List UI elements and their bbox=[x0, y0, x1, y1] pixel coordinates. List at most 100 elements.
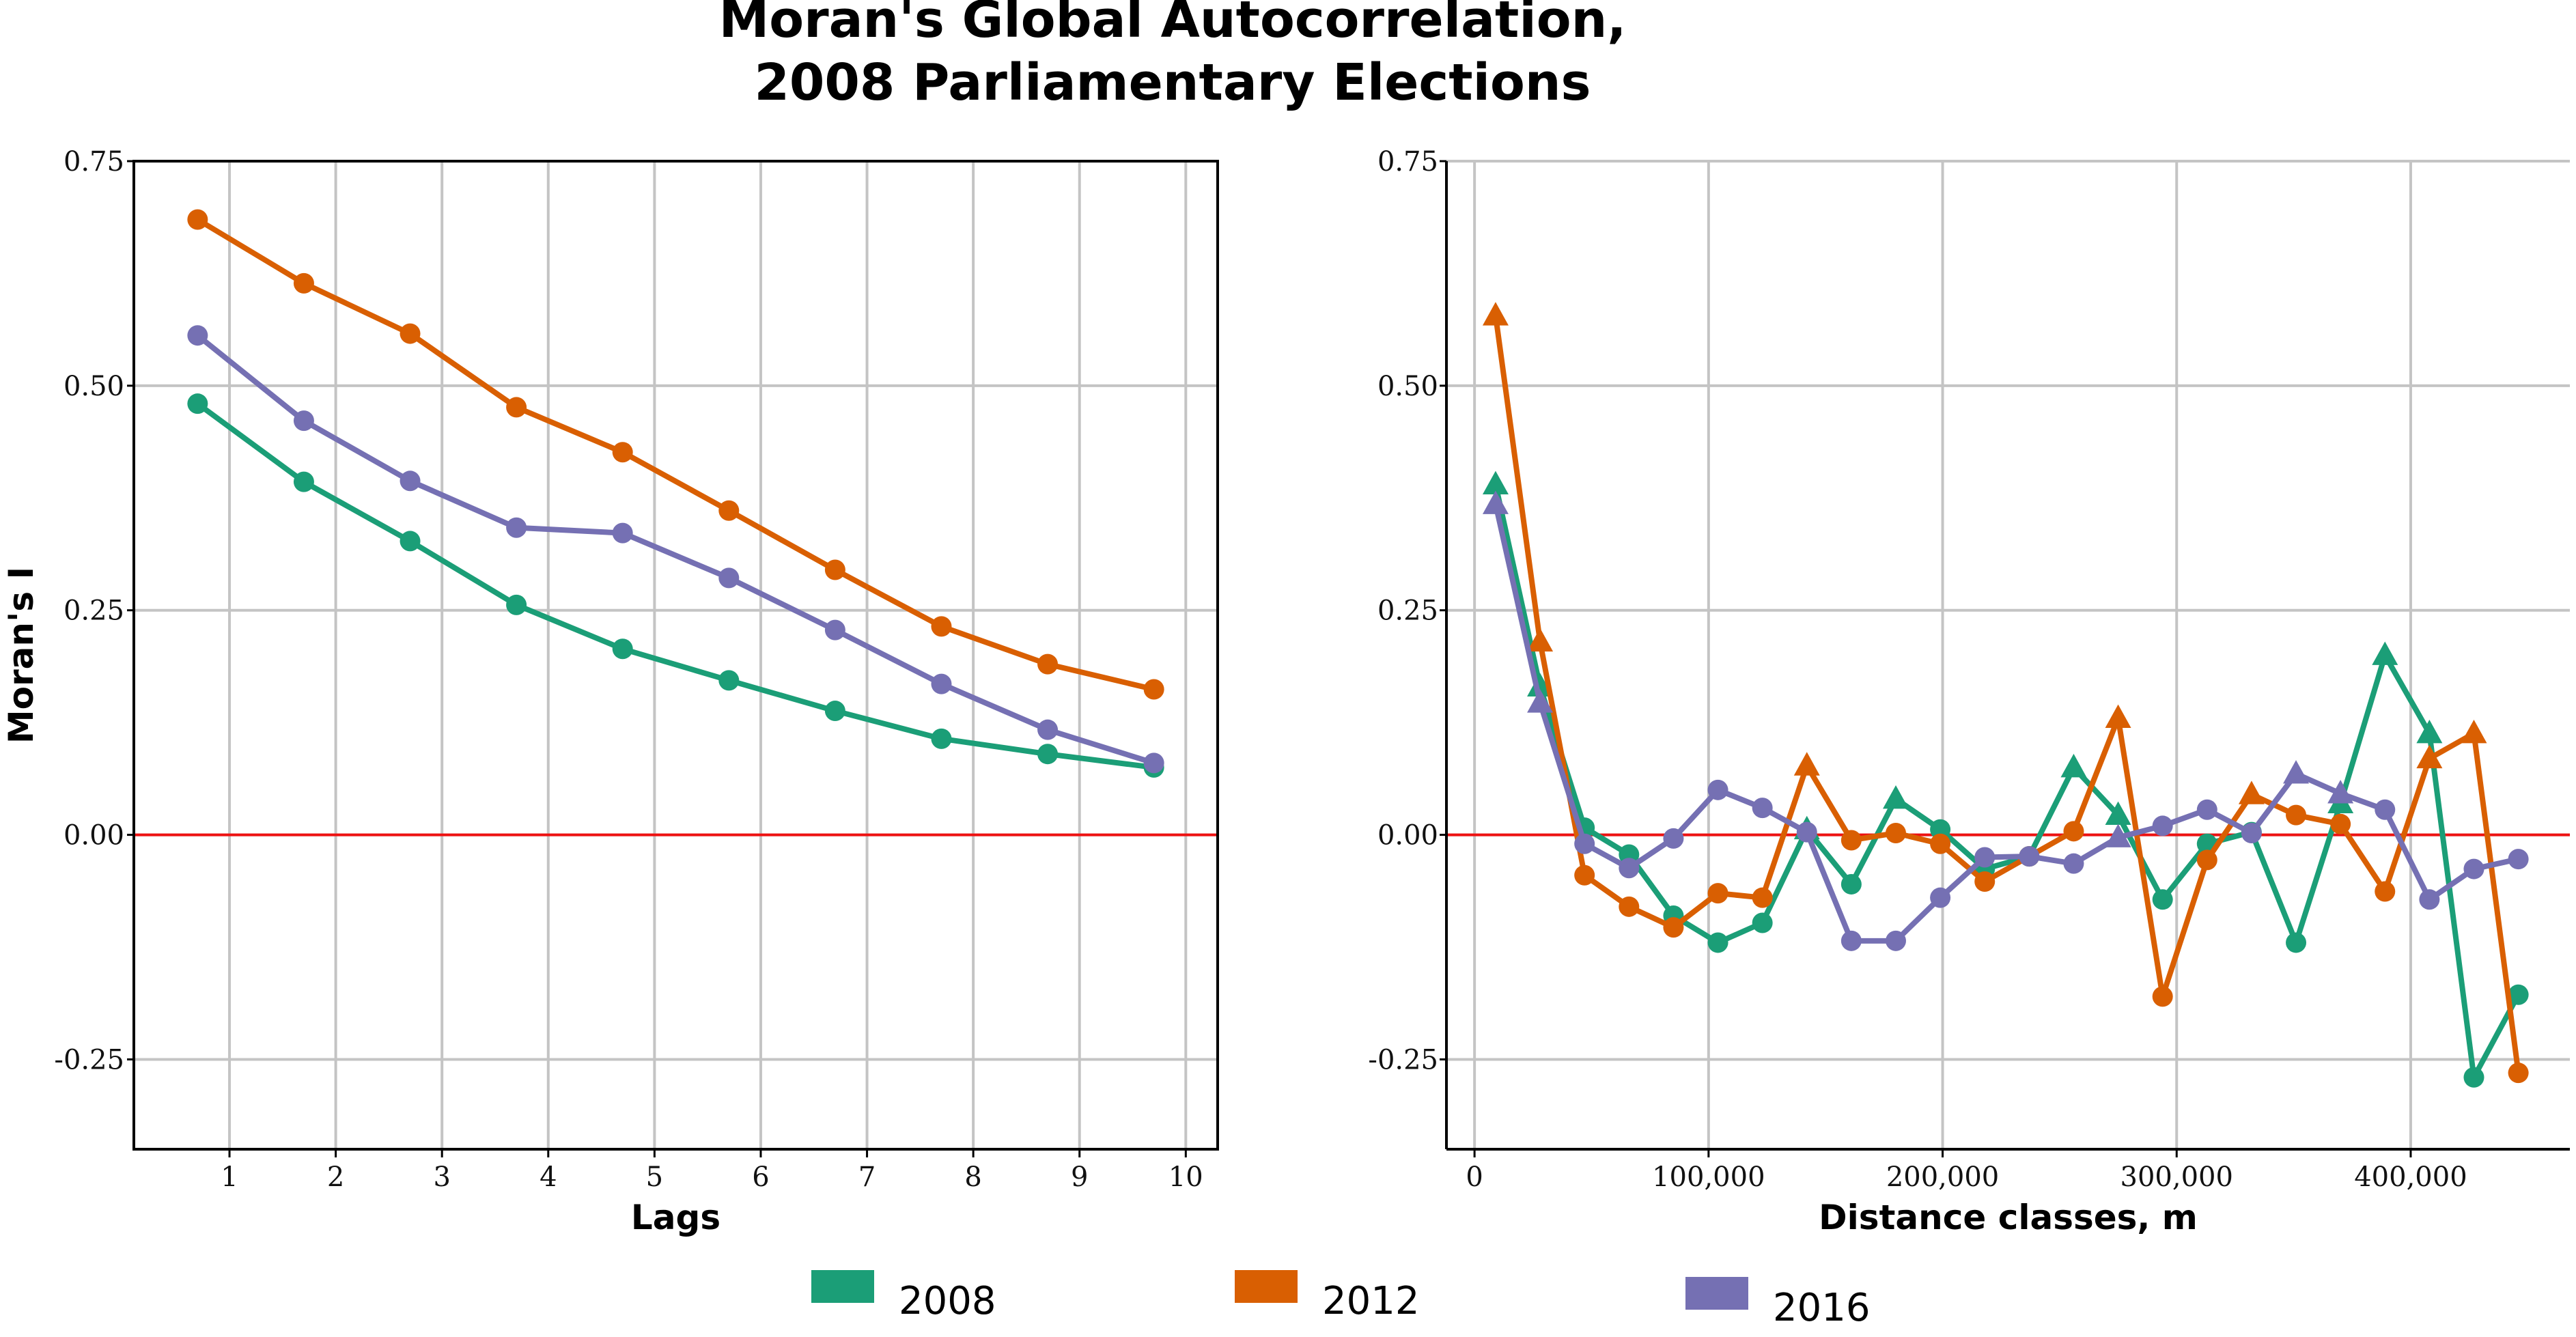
data-point-2012 bbox=[2330, 813, 2351, 834]
x-tick-label: 3 bbox=[433, 1162, 450, 1193]
x-tick-label: 10 bbox=[1168, 1162, 1203, 1193]
legend-label-2012: 2012 bbox=[1322, 1279, 1420, 1323]
data-point-2012 bbox=[2461, 719, 2487, 744]
data-point-2012 bbox=[612, 442, 633, 463]
data-point-2012 bbox=[824, 559, 845, 580]
y-tick-label: 0.50 bbox=[64, 371, 124, 402]
data-point-2012 bbox=[1930, 833, 1951, 854]
data-point-2016 bbox=[2105, 824, 2131, 847]
data-point-2008 bbox=[2286, 932, 2307, 953]
legend-item-2008: 2008 bbox=[811, 1270, 996, 1323]
data-point-2016 bbox=[1840, 930, 1862, 951]
y-axis-title: Moran's I bbox=[1, 567, 41, 744]
data-point-2012 bbox=[1574, 864, 1595, 886]
data-point-2016 bbox=[1752, 798, 1773, 819]
data-point-2012 bbox=[1840, 830, 1862, 851]
legend-swatch-2008 bbox=[811, 1270, 874, 1303]
x-tick-label: 2 bbox=[327, 1162, 344, 1193]
data-point-2008 bbox=[718, 670, 740, 691]
data-point-2016 bbox=[1527, 689, 1554, 713]
lags-panel: 1 2 3 4 5 6 7 8 9 10 -0.25 0.00 0.25 0.50 0.75 Lags Mora… bbox=[1, 146, 1219, 1237]
series-line-2008 bbox=[195, 401, 1155, 770]
data-point-2012 bbox=[1527, 628, 1554, 652]
data-point-2012 bbox=[1143, 679, 1164, 700]
data-point-2012 bbox=[2508, 1062, 2529, 1084]
data-point-2016 bbox=[931, 673, 952, 694]
data-point-2008 bbox=[1527, 673, 1554, 696]
data-point-2016 bbox=[2463, 858, 2484, 879]
data-point-2008 bbox=[2508, 984, 2529, 1005]
data-point-2008 bbox=[824, 701, 845, 722]
data-point-2016 bbox=[2508, 849, 2529, 870]
data-point-2012 bbox=[2105, 704, 2131, 728]
data-point-2016 bbox=[1707, 779, 1728, 800]
series-2008 bbox=[187, 393, 1164, 778]
data-point-2008 bbox=[1840, 873, 1862, 895]
x-tick-label: 7 bbox=[858, 1162, 876, 1193]
data-point-2016 bbox=[718, 567, 740, 589]
data-point-2016 bbox=[2063, 853, 2084, 874]
legend-swatch-2012 bbox=[1235, 1270, 1298, 1303]
series-2016 bbox=[187, 325, 1164, 774]
series-2012 bbox=[187, 209, 1164, 700]
data-point-2012 bbox=[1793, 752, 1820, 776]
data-point-2008 bbox=[1752, 912, 1773, 933]
x-tick-label: 5 bbox=[646, 1162, 663, 1193]
data-point-2016 bbox=[1796, 821, 1817, 843]
x-tick-label: 200,000 bbox=[1886, 1162, 1999, 1193]
data-point-2008 bbox=[931, 728, 952, 749]
data-point-2008 bbox=[1482, 470, 1509, 494]
data-point-2012 bbox=[2196, 849, 2217, 871]
data-point-2008 bbox=[187, 393, 208, 414]
x-tick-label: 6 bbox=[752, 1162, 769, 1193]
data-point-2012 bbox=[931, 616, 952, 637]
chart-title-line-2: 2008 Parliamentary Elections bbox=[754, 53, 1591, 112]
series-line-2016 bbox=[195, 333, 1155, 766]
plot-frame bbox=[132, 160, 1219, 1151]
data-point-2008 bbox=[506, 594, 527, 615]
data-point-2016 bbox=[612, 522, 633, 544]
data-point-2016 bbox=[2375, 799, 2396, 820]
data-point-2012 bbox=[1619, 896, 1640, 917]
data-point-2012 bbox=[400, 323, 421, 344]
x-tick-label: 9 bbox=[1071, 1162, 1088, 1193]
data-point-2012 bbox=[293, 272, 314, 294]
data-point-2008 bbox=[1930, 819, 1951, 840]
series-2016 bbox=[1482, 490, 2529, 951]
data-point-2016 bbox=[187, 325, 208, 346]
data-point-2016 bbox=[1574, 833, 1595, 854]
data-point-2012 bbox=[2152, 986, 2173, 1007]
data-point-2016 bbox=[1482, 490, 1509, 514]
data-point-2008 bbox=[2372, 641, 2398, 665]
data-point-2012 bbox=[187, 209, 208, 230]
data-point-2016 bbox=[2196, 799, 2217, 820]
data-point-2008 bbox=[2416, 719, 2443, 744]
y-tick-label: 0.00 bbox=[64, 820, 124, 852]
data-point-2012 bbox=[1886, 822, 1906, 843]
data-point-2012 bbox=[1037, 653, 1059, 675]
data-point-2012 bbox=[2375, 881, 2396, 902]
series-2012 bbox=[1482, 302, 2529, 1084]
y-tick-label: -0.25 bbox=[54, 1044, 124, 1075]
data-point-2012 bbox=[718, 500, 740, 521]
data-point-2012 bbox=[2416, 744, 2443, 769]
data-point-2016 bbox=[1974, 847, 1996, 868]
x-tick-label: 8 bbox=[964, 1162, 981, 1193]
data-point-2008 bbox=[1883, 785, 1909, 809]
data-point-2016 bbox=[2019, 846, 2040, 867]
data-point-2012 bbox=[2063, 821, 2084, 842]
data-point-2016 bbox=[2283, 760, 2310, 784]
y-tick-label: 0.75 bbox=[1377, 146, 1438, 178]
legend: 2008 2012 2016 bbox=[811, 1270, 1871, 1330]
data-point-2008 bbox=[400, 531, 421, 552]
data-point-2012 bbox=[1752, 887, 1773, 908]
series-2008 bbox=[1482, 470, 2529, 1088]
data-point-2016 bbox=[1619, 858, 1640, 879]
data-point-2016 bbox=[2419, 889, 2440, 910]
data-point-2016 bbox=[1886, 930, 1906, 951]
legend-item-2012: 2012 bbox=[1235, 1270, 1420, 1323]
data-point-2016 bbox=[2327, 780, 2354, 804]
y-tick-label: -0.25 bbox=[1368, 1044, 1438, 1075]
data-point-2012 bbox=[1482, 302, 1509, 326]
data-point-2008 bbox=[2152, 889, 2173, 910]
